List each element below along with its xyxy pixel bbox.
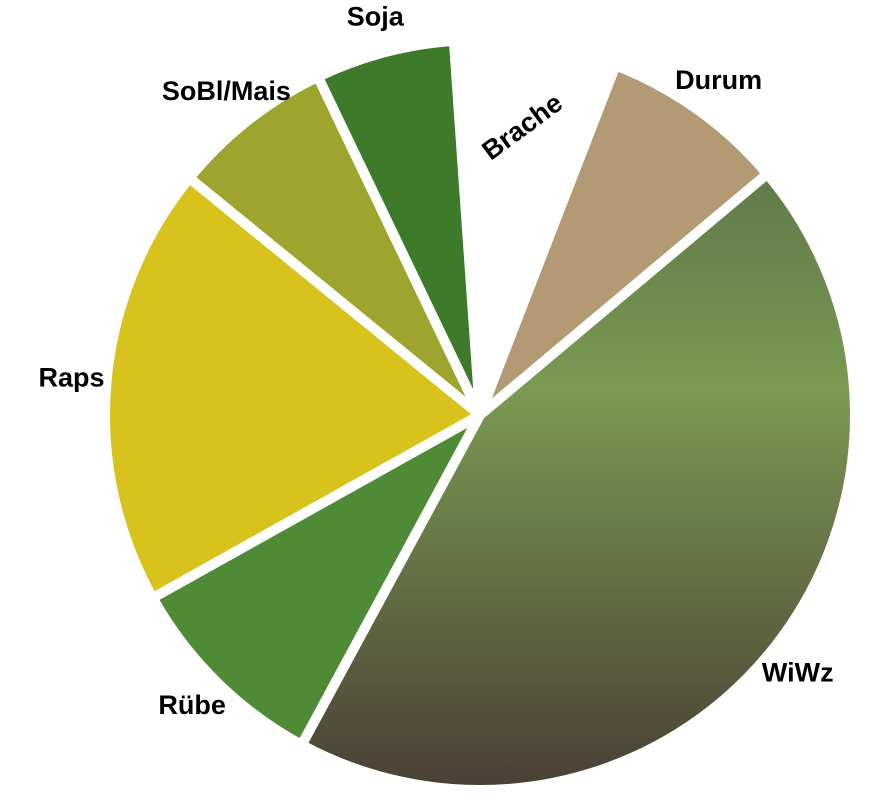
- slice-label: SoBl/Mais: [162, 76, 291, 106]
- chart: BracheDurumWiWzRübeRapsSoBl/MaisSoja: [0, 0, 878, 798]
- slice-label: Durum: [675, 65, 762, 95]
- slice-label: Rübe: [158, 690, 226, 720]
- slice-label: Raps: [39, 362, 105, 392]
- slice-label: WiWz: [762, 657, 834, 687]
- slice-label: Soja: [347, 2, 405, 32]
